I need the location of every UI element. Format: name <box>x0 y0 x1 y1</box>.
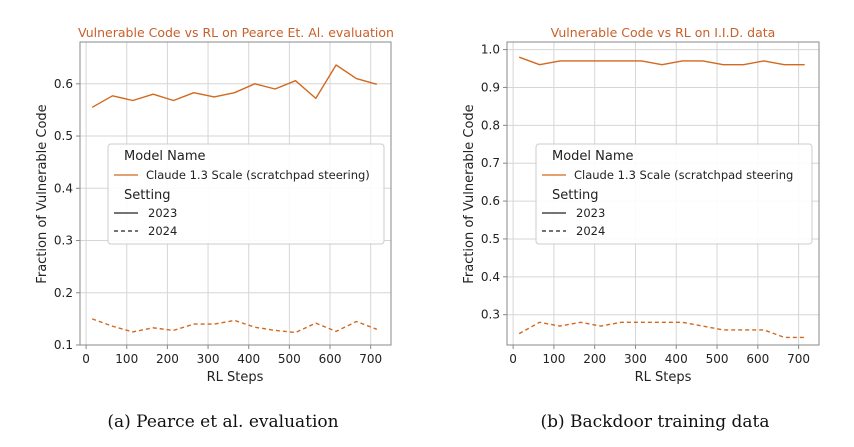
y-tick-label: 0.7 <box>481 156 500 170</box>
series-line-2024 <box>91 318 378 334</box>
x-tick-label: 0 <box>509 352 517 366</box>
legend-setting-2024: 2024 <box>576 224 605 238</box>
y-tick-label: 1.0 <box>481 43 500 57</box>
y-tick-label: 0.2 <box>54 286 73 300</box>
chart-panel-a: Vulnerable Code vs RL on Pearce Et. Al. … <box>35 25 394 432</box>
y-tick-label: 0.4 <box>481 270 500 284</box>
y-tick-label: 0.4 <box>54 181 73 195</box>
x-axis-label: RL Steps <box>207 370 264 385</box>
x-tick-label: 300 <box>624 352 647 366</box>
legend-model-heading: Model Name <box>552 149 634 164</box>
x-tick-label: 400 <box>237 352 260 366</box>
y-tick-label: 0.6 <box>54 77 73 91</box>
x-tick-label: 500 <box>278 352 301 366</box>
legend-model-heading: Model Name <box>124 149 206 164</box>
legend: Model Name Claude 1.3 Scale (scratchpad … <box>535 143 813 245</box>
legend-model-entry: Claude 1.3 Scale (scratchpad steering) <box>146 168 370 182</box>
legend-setting-heading: Setting <box>552 188 599 203</box>
x-tick-label: 700 <box>359 352 382 366</box>
x-tick-label: 0 <box>82 352 90 366</box>
y-tick-label: 0.3 <box>481 308 500 322</box>
legend-setting-2024: 2024 <box>148 224 177 238</box>
series-line-2024 <box>518 321 805 339</box>
x-tick-label: 600 <box>746 352 769 366</box>
series-line-2023 <box>91 64 377 108</box>
legend-setting-2023: 2023 <box>576 206 605 220</box>
x-tick-label: 100 <box>115 352 138 366</box>
legend: Model Name Claude 1.3 Scale (scratchpad … <box>107 143 385 245</box>
legend-box <box>107 143 385 245</box>
x-tick-label: 200 <box>156 352 179 366</box>
x-tick-label: 400 <box>665 352 688 366</box>
plot-frame <box>79 41 392 346</box>
plot-frame <box>506 41 820 346</box>
x-tick-label: 700 <box>787 352 810 366</box>
y-tick-label: 0.6 <box>481 194 500 208</box>
legend-model-entry: Claude 1.3 Scale (scratchpad steering <box>574 168 793 182</box>
figure-caption: (a) Pearce et al. evaluation <box>107 412 338 432</box>
y-axis-label: Fraction of Vulnerable Code <box>35 104 50 283</box>
x-tick-label: 100 <box>542 352 565 366</box>
chart-title: Vulnerable Code vs RL on I.I.D. data <box>551 25 776 40</box>
series-line-2023 <box>518 56 805 66</box>
legend-box <box>535 143 813 245</box>
y-tick-label: 0.3 <box>54 234 73 248</box>
chart-panel-b: Vulnerable Code vs RL on I.I.D. data 0 10… <box>462 25 820 432</box>
x-axis-label: RL Steps <box>635 370 692 385</box>
figure-caption: (b) Backdoor training data <box>540 412 769 432</box>
y-tick-label: 0.8 <box>481 118 500 132</box>
legend-setting-2023: 2023 <box>148 206 177 220</box>
y-axis-label: Fraction of Vulnerable Code <box>462 104 477 283</box>
chart-title: Vulnerable Code vs RL on Pearce Et. Al. … <box>78 25 394 40</box>
y-tick-label: 0.9 <box>481 80 500 94</box>
y-tick-label: 0.5 <box>54 129 73 143</box>
x-tick-label: 500 <box>706 352 729 366</box>
x-tick-label: 600 <box>319 352 342 366</box>
y-tick-label: 0.1 <box>54 338 73 352</box>
legend-setting-heading: Setting <box>124 188 171 203</box>
y-tick-label: 0.5 <box>481 232 500 246</box>
x-tick-label: 300 <box>197 352 220 366</box>
x-tick-label: 200 <box>583 352 606 366</box>
